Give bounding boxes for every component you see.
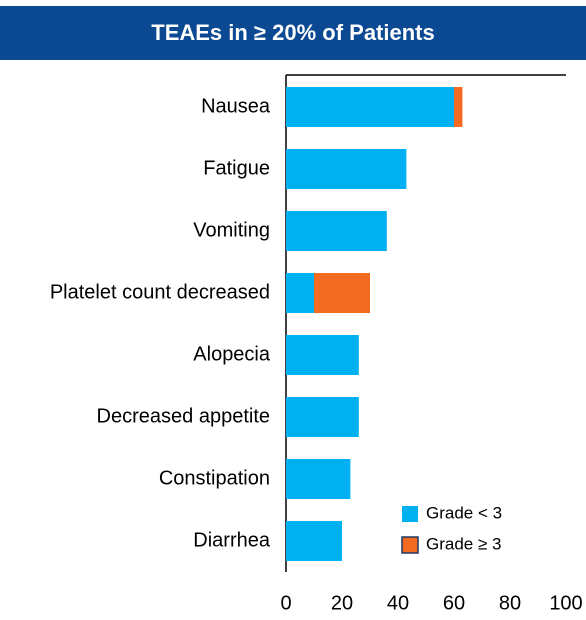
bar	[286, 397, 359, 437]
legend-label: Grade ≥ 3	[426, 534, 501, 553]
y-tick-label: Constipation	[159, 467, 270, 489]
x-tick-label: 80	[499, 592, 521, 614]
y-tick-label: Alopecia	[193, 343, 271, 365]
x-tick-label: 20	[331, 592, 353, 614]
bar	[286, 459, 351, 499]
x-tick-label: 0	[280, 592, 291, 614]
title-banner	[0, 6, 586, 60]
bar	[286, 149, 407, 189]
y-tick-label: Vomiting	[193, 219, 270, 241]
bar	[286, 521, 342, 561]
y-tick-label: Platelet count decreased	[50, 281, 270, 303]
y-tick-label: Diarrhea	[193, 529, 271, 551]
bar	[286, 211, 387, 251]
x-tick-label: 60	[443, 592, 465, 614]
chart-title: TEAEs in ≥ 20% of Patients	[151, 20, 434, 45]
y-tick-label: Decreased appetite	[97, 405, 270, 427]
bar	[454, 87, 463, 127]
y-tick-label: Fatigue	[203, 157, 270, 179]
bar	[286, 335, 359, 375]
x-tick-label: 100	[549, 592, 582, 614]
legend-label: Grade < 3	[426, 503, 502, 522]
y-tick-label: Nausea	[201, 95, 271, 117]
bar	[286, 87, 454, 127]
x-tick-label: 40	[387, 592, 409, 614]
legend-swatch	[401, 536, 419, 554]
legend-swatch	[402, 506, 418, 522]
bar	[286, 273, 314, 313]
bar	[314, 273, 370, 313]
